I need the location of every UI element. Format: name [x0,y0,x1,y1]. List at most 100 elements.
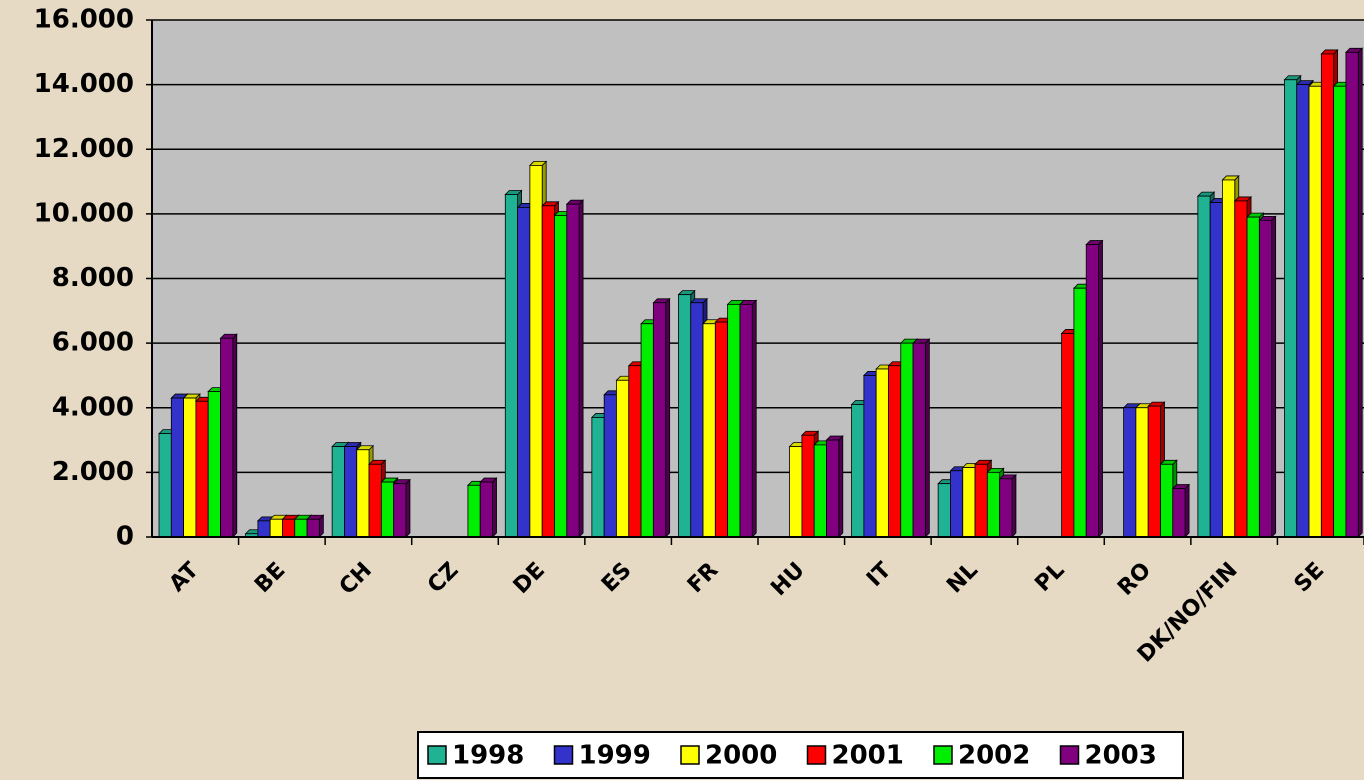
bar [888,365,902,538]
bar [1073,287,1087,538]
bar [1284,79,1298,538]
legend-label: 1999 [579,741,651,771]
bar [1333,85,1347,538]
bar [1320,53,1335,538]
bar [183,397,197,538]
y-tick-label: 8.000 [52,263,134,293]
legend-swatch [933,745,953,765]
bar-side [578,199,584,538]
bar [1234,200,1248,538]
y-tick-label: 2.000 [52,457,134,487]
bar [269,518,283,538]
bar [714,321,729,538]
bar [331,446,345,538]
y-tick-label: 12.000 [34,134,134,164]
bar-side [665,297,671,538]
bar [962,467,976,538]
bar [1246,216,1260,538]
bar [999,478,1013,538]
bar-side [405,478,411,538]
bar [380,481,395,538]
legend-box [417,731,1184,779]
bar [541,205,555,538]
bar [739,303,753,538]
bar [801,434,815,538]
bar [356,449,370,538]
legend-label: 1998 [452,741,524,771]
bar [875,368,889,538]
legend-label: 2000 [705,741,777,771]
bar-side [492,477,497,538]
bar [900,342,914,538]
bar [690,302,704,538]
bar [678,294,692,538]
bar [504,194,518,538]
bar [195,400,209,538]
bar [566,203,580,538]
legend-label: 2003 [1085,741,1157,771]
bar [1209,202,1223,538]
bar-side [1011,473,1017,538]
bar [282,518,296,538]
bar [294,518,308,538]
bar [727,303,741,538]
bar [1222,179,1236,538]
bar [974,463,988,538]
bar [479,481,493,538]
y-tick-label: 4.000 [52,392,134,422]
bar [863,375,877,538]
y-tick-label: 14.000 [34,69,134,99]
bar [393,483,407,538]
bar [207,391,221,538]
bar [529,165,543,538]
bar-side [1271,215,1277,538]
bar [1160,463,1174,538]
bar [170,397,185,538]
bar [306,518,320,538]
bar [1345,51,1359,538]
bar [851,404,865,538]
bar [1296,84,1310,538]
bar [986,471,1001,538]
bar [1197,195,1211,538]
legend-label: 2002 [958,741,1030,771]
bar [368,463,382,538]
bar [1123,407,1137,538]
y-tick-label: 16.000 [34,5,134,35]
bar-side [838,435,844,538]
bar [628,365,642,538]
bar [1135,407,1149,538]
legend-label: 2001 [832,741,904,771]
y-tick-label: 10.000 [34,198,134,228]
bar [950,470,964,538]
bar [1147,405,1161,538]
bar [912,342,926,538]
bar-side [1184,483,1190,538]
y-tick-label: 6.000 [52,328,134,358]
y-tick-label: 0 [116,522,134,552]
bar [158,433,172,538]
legend-swatch [806,745,827,765]
bar [937,483,951,538]
bar-side [1098,239,1103,538]
bar [591,417,605,538]
legend-swatch [1059,745,1080,765]
bar-side [751,299,757,538]
bar [1172,488,1186,538]
bar [1061,333,1075,538]
bar [813,444,827,538]
bar [652,302,667,538]
bar-side [1357,47,1363,538]
bar-side [232,333,238,538]
bar [1308,85,1322,538]
bar [344,446,358,538]
bar [517,207,531,538]
bar-side [924,338,930,538]
legend-swatch [553,745,574,765]
bar [789,446,803,538]
bar [554,215,568,538]
bar [257,520,271,538]
bar [616,379,630,538]
